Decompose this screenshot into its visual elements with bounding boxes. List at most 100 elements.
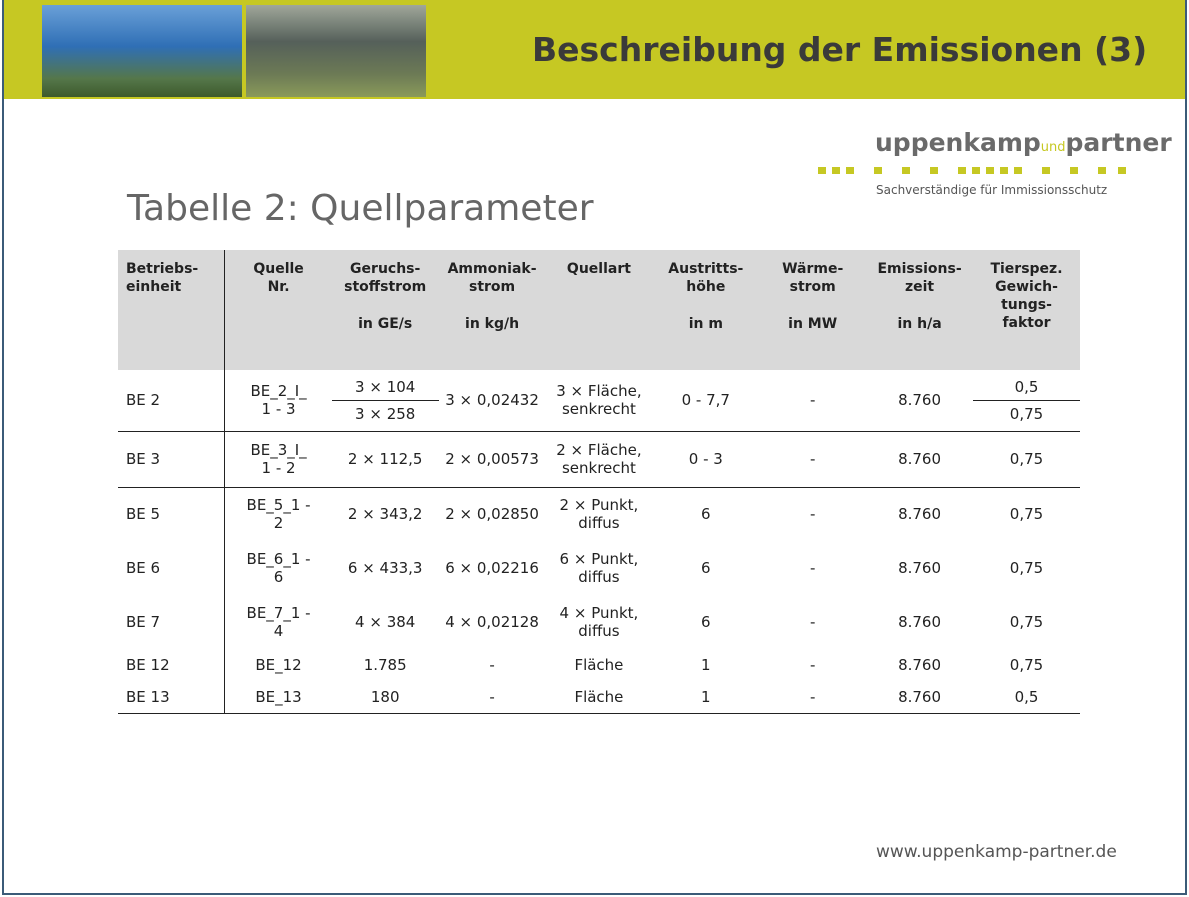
table-cell: 4 × 0,02128 [445,613,539,631]
table-cell: 6 × 0,02216 [445,559,539,577]
table-cell: 4 × 384 [355,613,416,631]
table-cell: 8.760 [898,656,942,674]
table-cell: 0,5 0,75 [973,370,1080,431]
table-cell: 3 × 0,02432 [445,391,539,410]
column-unit: in MW [788,316,838,332]
table-cell: BE 3 [118,431,226,487]
column-label: Wärme- strom [782,261,844,295]
column-unit: in h/a [897,316,942,332]
table-cell: 0 - 3 [688,450,723,468]
column-unit: in GE/s [358,316,413,332]
table: Betriebs- einheit Quelle Nr. Geruchs- stof… [118,250,1080,714]
table-cell: 2 × Fläche, senkrecht [556,441,642,477]
column-label: Quellart [566,261,631,277]
table-cell: BE 6 [118,541,226,595]
table-cell: 6 [701,559,711,577]
table-cell: BE 12 [118,649,226,681]
column-header: Geruchs- stoffstrom in GE/s [331,250,439,370]
table-cell: 1 [701,687,711,706]
table-cell: 180 [370,687,400,706]
table-cell: - [809,656,816,674]
table-cell: 0,75 [1009,505,1044,524]
column-label: Quelle Nr. [253,261,304,295]
table-cell: - [809,505,816,524]
table-cell: 0,75 [1009,559,1044,577]
table-cell: - [489,687,495,706]
table-cell: BE_3_I_ 1 - 2 [250,441,307,477]
table-cell: 2 × Punkt, diffus [559,496,639,533]
table-cell: 6 × Punkt, diffus [559,550,639,586]
header-photo [246,5,426,97]
table-cell: BE_2_I_ 1 - 3 [250,382,307,419]
cell-part: 3 × 104 [331,374,439,401]
table-cell: - [809,687,816,706]
table-cell: BE 7 [118,595,226,649]
column-header: Ammoniak- strom in kg/h [438,250,546,370]
table-cell: 3 × 104 3 × 258 [331,370,439,431]
table-cell: 2 × 112,5 [347,450,423,468]
column-header: Wärme- strom in MW [759,250,867,370]
table-row: BE 12 BE_12 1.785 - Fläche 1 - 8.760 0,75 [118,649,1080,681]
column-label: Ammoniak- strom [447,261,537,295]
table-cell: 2 × 0,02850 [445,505,539,524]
table-cell: 8.760 [898,450,942,468]
logo-name: uppenkamp [875,128,1041,157]
column-label: Geruchs- stoffstrom [344,261,427,295]
logo-name: partner [1065,128,1172,157]
cell-part: 0,75 [1009,404,1044,423]
table-cell: BE_5_1 - 2 [246,496,311,533]
table-cell: 0,5 [1014,687,1039,706]
table-row: BE 7 BE_7_1 - 4 4 × 384 4 × 0,02128 4 × Punk… [118,595,1080,649]
logo-dots [818,167,1126,174]
table-cell: BE 13 [118,681,226,713]
column-label: Austritts- höhe [668,261,744,295]
column-header: Quelle Nr. [224,250,332,370]
table-cell: 8.760 [898,687,942,706]
table-cell: BE_12 [255,656,302,674]
table-cell: BE 2 [118,370,226,431]
column-header: Tierspez. Gewich- tungs- faktor [973,250,1080,370]
table-cell: 2 × 0,00573 [445,450,539,468]
column-header: Emissions- zeit in h/a [866,250,973,370]
footer-url: www.uppenkamp-partner.de [876,842,1117,862]
table-cell: 6 [701,613,711,631]
table-row: BE 13 BE_13 180 - Fläche 1 - 8.760 0,5 [118,681,1080,713]
table-cell: Fläche [574,656,624,674]
table-cell: 0 - 7,7 [681,391,730,410]
table-row: BE 3 BE_3_I_ 1 - 2 2 × 112,5 2 × 0,00573 2 ×… [118,431,1080,487]
table-cell: 1 [701,656,711,674]
header-photo [42,5,242,97]
column-header: Quellart [545,250,653,370]
column-unit: in m [688,316,723,332]
table-cell: - [809,559,816,577]
table-row: BE 5 BE_5_1 - 2 2 × 343,2 2 × 0,02850 2 × Pu… [118,487,1080,541]
logo-tagline: Sachverständige für Immissionsschutz [876,183,1108,197]
table-cell: 1.785 [363,656,407,674]
table-cell: 4 × Punkt, diffus [559,604,639,640]
table-cell: BE_13 [255,687,302,706]
table-cell: 0,75 [1009,450,1044,468]
cell-part: 0,5 [973,374,1080,401]
table-cell: BE_6_1 - 6 [246,550,311,586]
table-cell: 2 × 343,2 [347,505,423,524]
cell-part: 3 × 258 [355,404,416,423]
table-cell: 3 × Fläche, senkrecht [556,382,642,419]
table-row: BE 6 BE_6_1 - 6 6 × 433,3 6 × 0,02216 6 × Pu… [118,541,1080,595]
table-cell: - [809,613,816,631]
table-cell: 8.760 [898,505,942,524]
table-title: Tabelle 2: Quellparameter [127,188,594,229]
column-header: Austritts- höhe in m [652,250,760,370]
header-row: Betriebs- einheit Quelle Nr. Geruchs- stof… [118,250,1080,370]
table-row: BE 2 BE_2_I_ 1 - 3 3 × 104 3 × 258 3 × 0,024… [118,370,1080,431]
logo: uppenkampundpartner [875,128,1172,157]
column-label: Emissions- zeit [877,261,962,295]
table-cell: - [489,656,495,674]
table-cell: - [809,391,816,410]
table-cell: BE_7_1 - 4 [246,604,311,640]
table-cell: 8.760 [898,391,942,410]
table-cell: BE 5 [118,487,226,541]
table-cell: 8.760 [898,613,942,631]
table-cell: Fläche [574,687,624,706]
table-cell: 6 [701,505,711,524]
